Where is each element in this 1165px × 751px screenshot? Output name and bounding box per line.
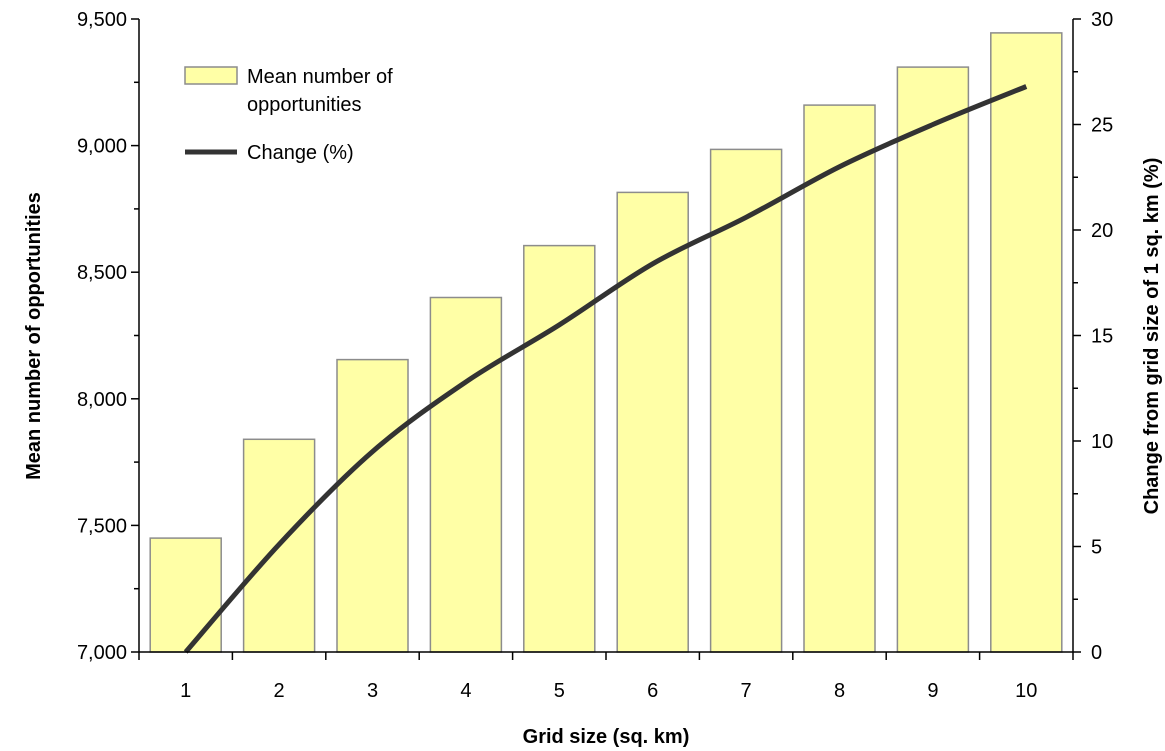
x-tick-label: 9 bbox=[927, 680, 938, 702]
y2-tick-label: 10 bbox=[1091, 431, 1113, 453]
x-tick-label: 1 bbox=[180, 680, 191, 702]
bar-4 bbox=[429, 296, 503, 653]
x-tick-label: 5 bbox=[554, 680, 565, 702]
bar-6 bbox=[616, 191, 689, 653]
y-tick-label: 8,000 bbox=[77, 389, 127, 411]
y2-tick-label: 0 bbox=[1091, 642, 1102, 664]
y2-axis-title: Change from grid size of 1 sq. km (%) bbox=[1141, 158, 1163, 515]
legend: Mean number of opportunities Change (%) bbox=[184, 66, 393, 164]
legend-label-bars-line2: opportunities bbox=[247, 94, 362, 116]
y2-tick-label: 5 bbox=[1091, 537, 1102, 559]
x-tick-label: 6 bbox=[647, 680, 658, 702]
y2-tick-label: 25 bbox=[1091, 115, 1113, 137]
x-tick-label: 8 bbox=[834, 680, 845, 702]
y-tick-label: 9,500 bbox=[77, 9, 127, 31]
x-tick-label: 10 bbox=[1015, 680, 1037, 702]
ticks-group: 7,0007,5008,0008,5009,0009,5000510152025… bbox=[77, 9, 1113, 702]
y-tick-label: 7,000 bbox=[77, 642, 127, 664]
bar-3 bbox=[336, 358, 409, 653]
bar-10 bbox=[990, 32, 1063, 653]
bar-1 bbox=[149, 537, 222, 653]
bar-5 bbox=[523, 244, 596, 653]
x-tick-label: 2 bbox=[274, 680, 285, 702]
x-tick-label: 3 bbox=[367, 680, 378, 702]
bar-7 bbox=[709, 148, 783, 653]
x-axis-title: Grid size (sq. km) bbox=[523, 726, 690, 748]
line-group bbox=[183, 84, 1028, 654]
y2-tick-label: 20 bbox=[1091, 220, 1113, 242]
y2-tick-label: 15 bbox=[1091, 326, 1113, 348]
y-tick-label: 7,500 bbox=[77, 515, 127, 537]
legend-label-bars-line1: Mean number of bbox=[247, 66, 393, 88]
legend-swatch-bars bbox=[184, 66, 238, 85]
legend-label-line: Change (%) bbox=[247, 142, 354, 164]
bar-9 bbox=[896, 66, 970, 653]
bar-8 bbox=[803, 104, 876, 653]
bars-group bbox=[149, 32, 1063, 653]
line-change-percent bbox=[183, 84, 1028, 654]
x-tick-label: 7 bbox=[741, 680, 752, 702]
y2-tick-label: 30 bbox=[1091, 9, 1113, 31]
x-tick-label: 4 bbox=[460, 680, 471, 702]
y-tick-label: 8,500 bbox=[77, 262, 127, 284]
y-axis-title: Mean number of opportunities bbox=[23, 192, 45, 480]
y-tick-label: 9,000 bbox=[77, 136, 127, 158]
